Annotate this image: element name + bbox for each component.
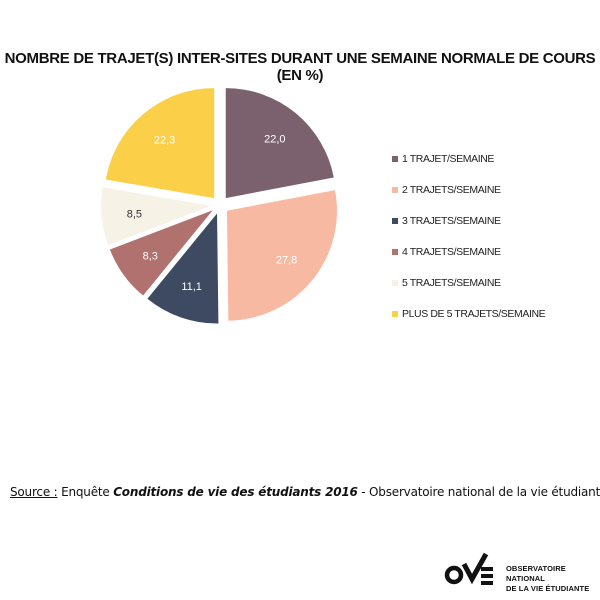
legend-swatch	[392, 248, 398, 255]
pie-data-label-1: 22,0	[264, 134, 285, 146]
pie-slice-4	[109, 210, 213, 296]
legend-swatch	[392, 310, 398, 317]
ove-logo-line2: DE LA VIE ÉTUDIANTE	[506, 584, 590, 593]
source-survey-name: Conditions de vie des étudiants 2016	[113, 485, 358, 499]
source-suffix: - Observatoire national de la vie étudia…	[357, 485, 600, 499]
ove-logo: OBSERVATOIRE NATIONAL DE LA VIE ÉTUDIANT…	[444, 550, 594, 593]
legend-label: 2 TRAJETS/SEMAINE	[402, 183, 501, 196]
legend-item-5: 5 TRAJETS/SEMAINE	[392, 267, 545, 298]
legend-swatch	[392, 186, 398, 193]
chart-title: NOMBRE DE TRAJET(S) INTER-SITES DURANT U…	[4, 50, 596, 84]
legend-swatch	[392, 217, 398, 224]
legend-label: 3 TRAJETS/SEMAINE	[402, 214, 501, 227]
legend-swatch	[392, 279, 398, 286]
legend-item-4: 4 TRAJETS/SEMAINE	[392, 236, 545, 267]
pie-data-label-6: 22,3	[154, 134, 175, 146]
legend-label: 5 TRAJETS/SEMAINE	[402, 276, 501, 289]
legend-label: 4 TRAJETS/SEMAINE	[402, 245, 501, 258]
pie-data-label-3: 11,1	[181, 281, 202, 293]
pie-slice-6	[105, 88, 215, 199]
legend-swatch	[392, 155, 398, 162]
chart-legend: 1 TRAJET/SEMAINE 2 TRAJETS/SEMAINE 3 TRAJE…	[392, 143, 546, 329]
pie-data-label-2: 27,8	[276, 254, 297, 266]
ove-logo-text: OBSERVATOIRE NATIONAL DE LA VIE ÉTUDIANT…	[506, 564, 594, 594]
pie-data-label-4: 8,3	[143, 250, 158, 262]
legend-label: 1 TRAJET/SEMAINE	[402, 152, 495, 165]
ove-logo-line1: OBSERVATOIRE NATIONAL	[506, 564, 566, 583]
pie-data-label-5: 8,5	[127, 208, 142, 220]
source-middle: Enquête	[57, 485, 114, 499]
pie-slice-1	[225, 88, 334, 199]
legend-label: PLUS DE 5 TRAJETS/SEMAINE	[402, 307, 546, 320]
source-prefix: Source :	[10, 485, 58, 499]
legend-item-6: PLUS DE 5 TRAJETS/SEMAINE	[392, 298, 546, 329]
ove-logo-mark-icon	[444, 552, 493, 585]
source-note: Source : Enquête Conditions de vie des é…	[10, 485, 600, 499]
pie-slice-5	[101, 187, 212, 246]
pie-slice-3	[147, 213, 219, 324]
pie-slice-2	[226, 190, 337, 321]
legend-item-2: 2 TRAJETS/SEMAINE	[392, 174, 545, 205]
legend-item-1: 1 TRAJET/SEMAINE	[392, 143, 545, 174]
legend-item-3: 3 TRAJETS/SEMAINE	[392, 205, 545, 236]
